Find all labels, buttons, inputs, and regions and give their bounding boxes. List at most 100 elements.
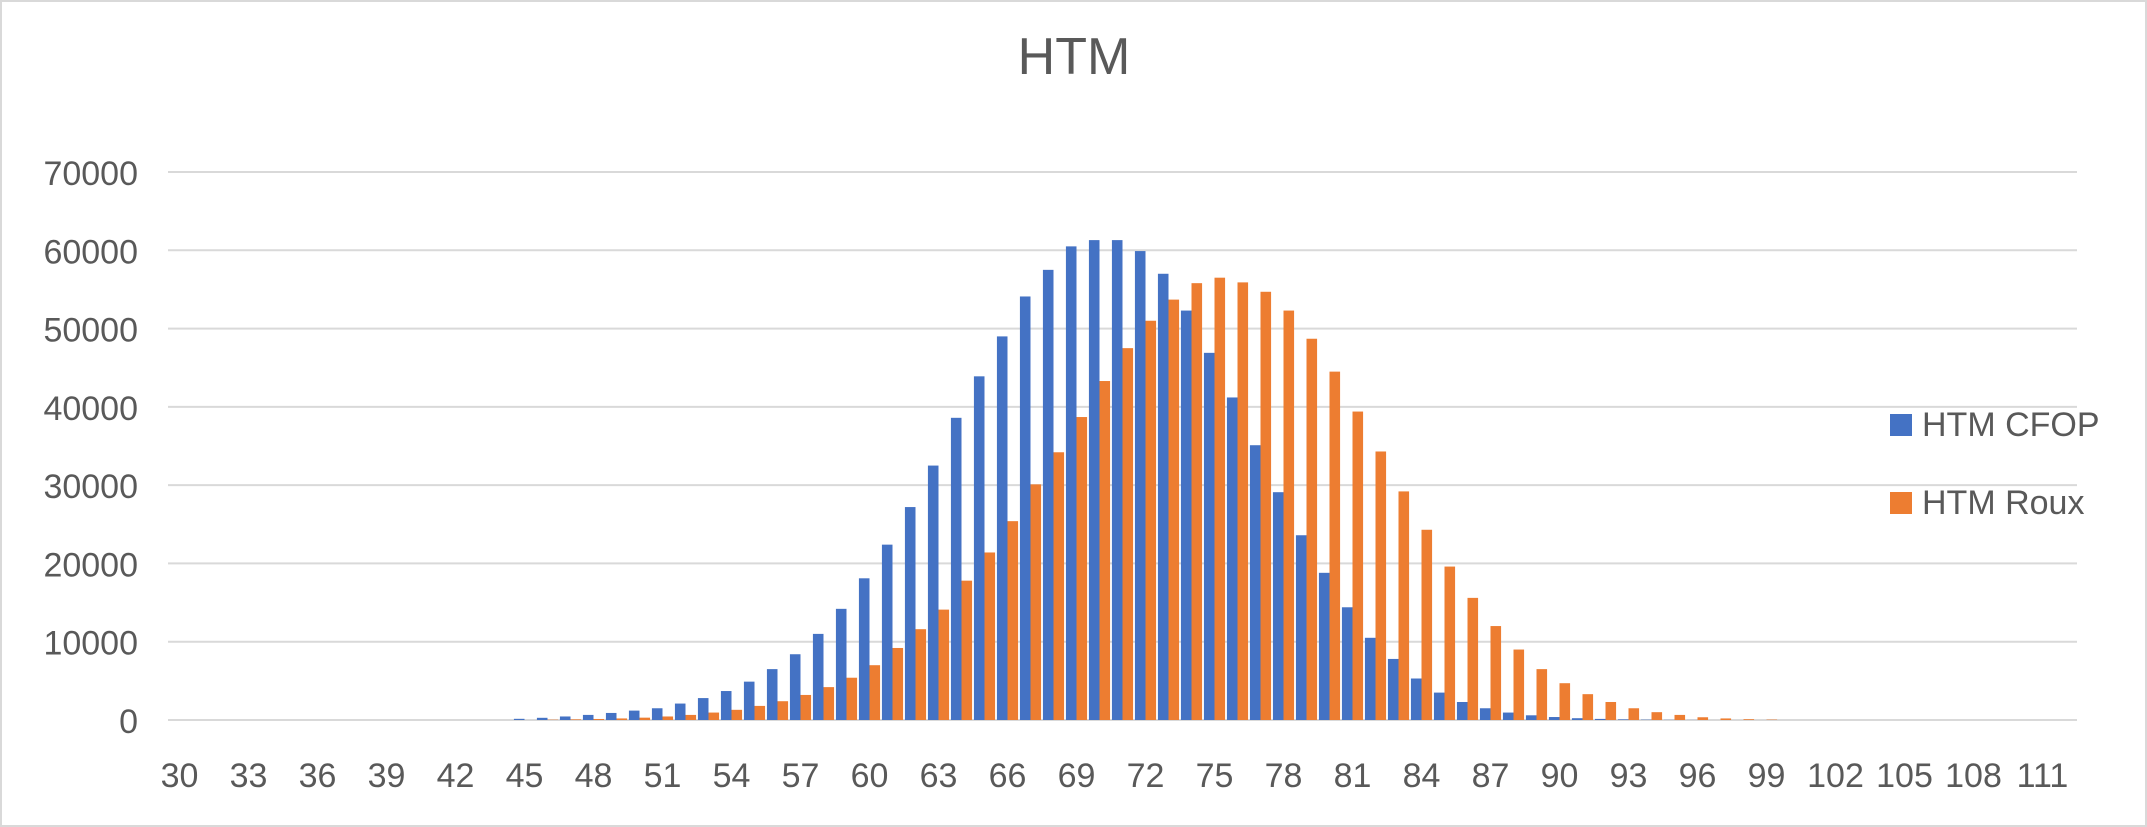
bar-cfop [743,681,755,720]
bar-cfop [1594,718,1606,720]
bar-cfop [996,336,1008,720]
bar-roux [892,647,904,720]
x-tick-label: 102 [1807,757,1864,795]
bar-cfop [697,698,709,720]
x-tick-label: 111 [2017,757,2069,795]
x-tick-label: 90 [1541,757,1579,795]
bar-cfop [674,703,686,720]
bar-roux [1375,451,1387,720]
legend-swatch [1890,492,1912,514]
bar-cfop [1387,658,1399,720]
x-tick-label: 99 [1748,757,1786,795]
x-tick-label: 87 [1472,757,1510,795]
x-tick-label: 51 [644,757,682,795]
bar-cfop [1065,246,1077,720]
bar-cfop [1456,701,1468,720]
bar-roux [731,709,743,720]
bar-roux [1214,277,1226,720]
bar-roux [1582,694,1594,720]
bar-cfop [835,608,847,720]
bar-roux [1628,708,1640,720]
bar-roux [1605,701,1617,720]
bar-roux [708,712,720,720]
legend-label: HTM CFOP [1922,406,2100,444]
bar-cfop [1548,717,1560,720]
bar-cfop [1226,397,1238,720]
bar-roux [846,677,858,720]
bar-cfop [1433,692,1445,720]
bar-cfop [881,544,893,720]
bar-cfop [559,716,571,720]
bar-cfop [950,417,962,720]
x-tick-label: 69 [1058,757,1096,795]
bar-roux [1513,649,1525,720]
bar-roux [662,716,674,720]
bar-roux [1352,411,1364,720]
bar-cfop [651,708,663,720]
bar-cfop [1617,719,1629,720]
bar-cfop [1479,708,1491,720]
y-tick-label: 70000 [43,155,138,193]
x-tick-label: 60 [851,757,889,795]
bar-cfop [1525,715,1537,720]
x-tick-label: 48 [575,757,613,795]
bar-roux [1030,484,1042,720]
x-tick-label: 96 [1679,757,1717,795]
bar-roux [1536,669,1548,720]
bar-cfop [1364,637,1376,720]
bar-cfop [1341,607,1353,720]
bar-roux [616,718,628,720]
bar-cfop [1318,572,1330,720]
bar-cfop [720,691,732,720]
bar-roux [1743,719,1755,720]
y-axis: 0 10000 20000 30000 40000 50000 60000 70000 [43,155,138,741]
bar-cfop [1042,269,1054,720]
bar-cfop [1502,712,1514,720]
bar-roux [639,717,651,720]
bar-roux [1191,283,1203,720]
bar-cfop [789,654,801,720]
bar-roux [869,665,881,720]
bar-roux [1306,338,1318,720]
x-tick-label: 39 [368,757,406,795]
legend-label: HTM Roux [1922,484,2084,522]
bar-roux [938,609,950,720]
x-tick-label: 57 [782,757,820,795]
bar-roux [1421,529,1433,720]
y-tick-label: 60000 [43,233,138,271]
bar-roux [1007,521,1019,720]
x-tick-label: 30 [161,757,199,795]
bar-cfop [1157,273,1169,720]
x-tick-label: 75 [1196,757,1234,795]
y-tick-label: 40000 [43,390,138,428]
bar-roux [1145,320,1157,720]
bar-roux [984,552,996,720]
x-tick-label: 72 [1127,757,1165,795]
bar-roux [1697,717,1709,720]
bar-roux [1651,712,1663,720]
bar-roux [1490,626,1502,720]
bar-roux [1122,348,1134,720]
bar-cfop [1410,678,1422,720]
bar-cfop [1272,492,1284,720]
bar-cfop [927,465,939,720]
x-axis: 30 33 36 39 42 45 48 51 54 57 60 63 66 69 72 75 78 81 84 87… [161,757,2069,795]
bar-cfop [1571,718,1583,720]
x-tick-label: 105 [1876,757,1933,795]
bar-roux [685,714,697,720]
bar-cfop [1019,296,1031,720]
bar-roux [1260,291,1272,720]
bar-roux [961,580,973,720]
x-tick-label: 63 [920,757,958,795]
bar-roux [1398,491,1410,720]
bar-roux [915,629,927,720]
bar-roux [754,705,766,720]
bar-roux [570,719,582,720]
bar-roux [1076,417,1088,720]
bar-cfop [904,507,916,720]
x-tick-label: 78 [1265,757,1303,795]
x-tick-label: 66 [989,757,1027,795]
bar-roux [1720,718,1732,720]
bar-cfop [536,717,548,720]
